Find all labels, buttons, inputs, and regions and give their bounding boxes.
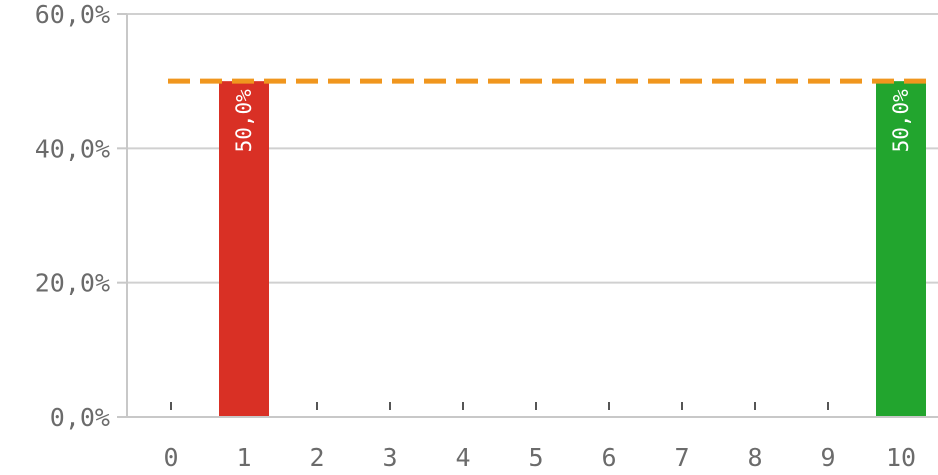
y-tick-label: 60,0%: [35, 0, 110, 29]
x-tick-label: 5: [528, 443, 543, 472]
x-tick-label: 2: [309, 443, 324, 472]
x-tick-label: 0: [163, 443, 178, 472]
x-tick-label: 8: [747, 443, 762, 472]
bar-10: [876, 81, 926, 418]
data-label: 50,0%: [232, 89, 256, 153]
x-tick-marks: [170, 402, 829, 410]
x-tick-label: 7: [674, 443, 689, 472]
y-tick-label: 20,0%: [35, 269, 110, 298]
y-tick-labels: 0,0% 20,0% 40,0% 60,0%: [35, 0, 110, 432]
x-tick-label: 10: [886, 443, 916, 472]
x-tick-label: 6: [601, 443, 616, 472]
data-label: 50,0%: [889, 89, 913, 153]
bars: [219, 81, 926, 418]
x-tick-label: 9: [820, 443, 835, 472]
x-tick-label: 4: [455, 443, 470, 472]
x-tick-labels: 0 1 2 3 4 5 6 7 8 9 10: [163, 443, 916, 472]
axes: [117, 13, 938, 418]
x-tick-label: 1: [236, 443, 251, 472]
data-labels: 50,0% 50,0%: [232, 89, 913, 153]
y-tick-label: 0,0%: [50, 403, 110, 432]
x-tick-label: 3: [382, 443, 397, 472]
y-tick-label: 40,0%: [35, 134, 110, 163]
bar-1: [219, 81, 269, 418]
